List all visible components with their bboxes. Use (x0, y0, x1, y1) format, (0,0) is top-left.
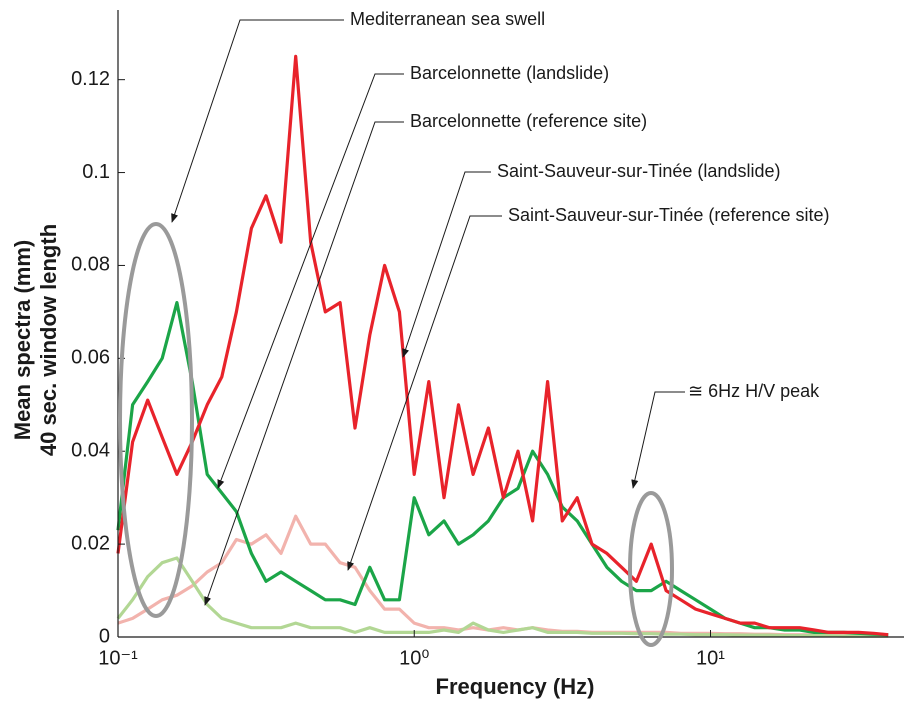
annotation: Saint-Sauveur-sur-Tinée (reference site) (508, 205, 829, 225)
plot-area: 0 0.02 0.04 0.06 0.08 0.1 0.12 10⁻¹ 10⁰ 10¹ (71, 10, 904, 669)
annotation: ≅ 6Hz H/V peak (688, 381, 820, 401)
y-tick-label: 0.08 (71, 254, 110, 276)
annotation-arrow (217, 73, 404, 489)
y-tick-label: 0 (99, 625, 110, 647)
x-tick-label: 10⁻¹ (98, 647, 138, 669)
annotation-arrow (631, 391, 685, 489)
y-axis-label: 40 sec. window length (36, 224, 61, 456)
y-tick-label: 0.04 (71, 440, 110, 462)
data-line (116, 54, 889, 637)
y-axis-label: Mean spectra (mm) (10, 240, 35, 441)
annotation-arrow (204, 121, 404, 606)
annotation-arrow (171, 19, 344, 223)
annotation: Barcelonnette (landslide) (410, 63, 609, 83)
y-tick-label: 0.1 (82, 161, 110, 183)
annotation: Barcelonnette (reference site) (410, 111, 647, 131)
y-tick-label: 0.06 (71, 347, 110, 369)
x-tick-label: 10⁰ (399, 647, 429, 669)
annotation-arrow (347, 215, 502, 571)
data-line (117, 514, 889, 638)
data-line (116, 556, 889, 638)
annotation-arrow (402, 171, 491, 358)
x-axis-label: Frequency (Hz) (436, 674, 595, 699)
annotation-arrows (171, 19, 685, 606)
annotation: Mediterranean sea swell (350, 9, 545, 29)
annotation: Saint-Sauveur-sur-Tinée (landslide) (497, 161, 780, 181)
data-line (116, 301, 889, 637)
highlight-ellipse (628, 491, 674, 647)
y-tick-label: 0.12 (71, 68, 110, 90)
y-tick-label: 0.02 (71, 532, 110, 554)
highlight-ellipse (118, 222, 194, 618)
x-tick-label: 10¹ (696, 647, 725, 669)
